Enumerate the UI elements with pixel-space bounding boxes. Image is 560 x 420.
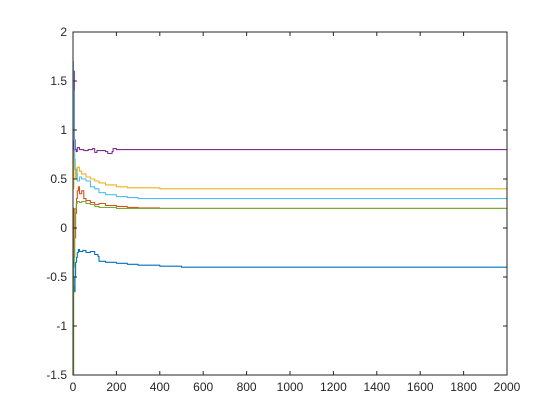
y-tick-label: -1 [56,319,67,333]
y-tick-label: 2 [60,25,67,39]
tick-layer [72,31,508,376]
series-line-3 [73,139,507,190]
series-line-4 [73,70,507,155]
x-tick-label: 1400 [363,380,390,394]
axes-box [72,31,508,376]
x-tick-label: 200 [106,380,126,394]
plot-area-background [73,32,507,375]
y-tick-label: -0.5 [46,270,67,284]
x-tick-label: 800 [237,380,257,394]
x-tick-label: 1000 [277,380,304,394]
x-tick-label: 1800 [450,380,477,394]
y-tick-label: 1.5 [50,74,67,88]
x-tick-label: 600 [193,380,213,394]
y-tick-labels: -1.5 -1 -0.5 0 0.5 1 1.5 2 [46,25,67,382]
x-tick-label: 1200 [320,380,347,394]
x-tick-label: 1600 [407,380,434,394]
series-line-6 [72,60,507,200]
y-tick-label: -1.5 [46,368,67,382]
y-tick-label: 1 [60,123,67,137]
y-tick-label: 0 [60,221,67,235]
x-tick-label: 0 [70,380,77,394]
x-tick-labels: 0 200 400 600 800 1000 1200 1400 1600 1800 2000 [70,380,521,394]
y-tick-label: 0.5 [50,172,67,186]
x-tick-label: 400 [150,380,170,394]
x-tick-label: 2000 [494,380,521,394]
